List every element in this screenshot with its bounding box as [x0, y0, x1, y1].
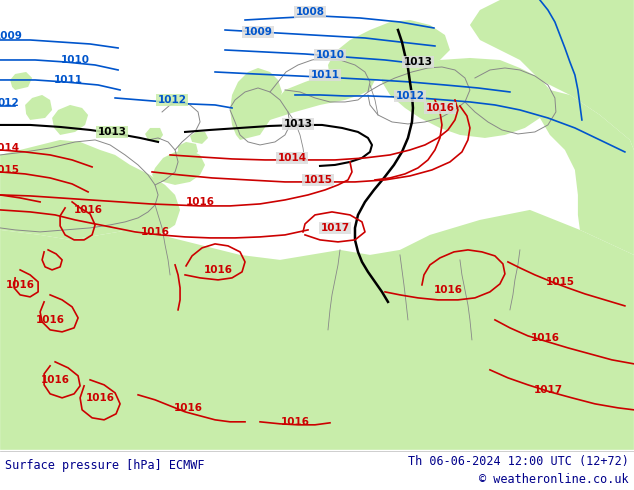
Polygon shape — [470, 0, 634, 150]
Text: 1009: 1009 — [0, 31, 23, 41]
Polygon shape — [145, 128, 163, 142]
Polygon shape — [190, 132, 208, 144]
Text: 1010: 1010 — [61, 55, 89, 65]
Polygon shape — [328, 20, 450, 90]
Text: 1013: 1013 — [283, 119, 313, 129]
Text: 1016: 1016 — [204, 265, 233, 275]
Text: 1010: 1010 — [316, 50, 344, 60]
Text: 1009: 1009 — [243, 27, 273, 37]
Text: 1008: 1008 — [295, 7, 325, 17]
Text: 1013: 1013 — [98, 127, 127, 137]
Text: 1016: 1016 — [6, 280, 35, 290]
Text: 1013: 1013 — [403, 57, 432, 67]
Text: 1016: 1016 — [74, 205, 103, 215]
Polygon shape — [178, 142, 198, 157]
Text: 1014: 1014 — [278, 153, 307, 163]
Text: 1016: 1016 — [425, 103, 455, 113]
Text: 1012: 1012 — [158, 95, 186, 105]
Polygon shape — [270, 65, 375, 120]
Polygon shape — [540, 90, 634, 255]
Polygon shape — [380, 58, 550, 138]
Text: 1016: 1016 — [531, 333, 559, 343]
Text: 1016: 1016 — [434, 285, 462, 295]
Text: 1015: 1015 — [304, 175, 332, 185]
Text: Surface pressure [hPa] ECMWF: Surface pressure [hPa] ECMWF — [5, 460, 205, 472]
Text: 1017: 1017 — [533, 385, 562, 395]
Polygon shape — [0, 210, 634, 450]
Polygon shape — [0, 140, 180, 240]
Text: 1016: 1016 — [86, 393, 115, 403]
Text: 1017: 1017 — [320, 223, 349, 233]
Text: © weatheronline.co.uk: © weatheronline.co.uk — [479, 473, 629, 487]
Text: 1016: 1016 — [36, 315, 65, 325]
Text: Th 06-06-2024 12:00 UTC (12+72): Th 06-06-2024 12:00 UTC (12+72) — [408, 455, 629, 468]
Text: 1016: 1016 — [141, 227, 169, 237]
Text: 1012: 1012 — [396, 91, 424, 101]
Polygon shape — [152, 150, 205, 185]
Polygon shape — [10, 72, 32, 90]
Polygon shape — [230, 68, 282, 140]
Text: 1015: 1015 — [545, 277, 574, 287]
Polygon shape — [25, 95, 52, 120]
Text: 012: 012 — [0, 98, 19, 108]
Text: 1016: 1016 — [186, 197, 214, 207]
Polygon shape — [52, 105, 88, 135]
Text: 1015: 1015 — [0, 165, 20, 175]
Text: 1011: 1011 — [54, 75, 82, 85]
Text: 1014: 1014 — [0, 143, 20, 153]
Text: 1016: 1016 — [41, 375, 70, 385]
Text: 1016: 1016 — [280, 417, 309, 427]
Text: 1011: 1011 — [311, 70, 339, 80]
Text: 1016: 1016 — [174, 403, 202, 413]
